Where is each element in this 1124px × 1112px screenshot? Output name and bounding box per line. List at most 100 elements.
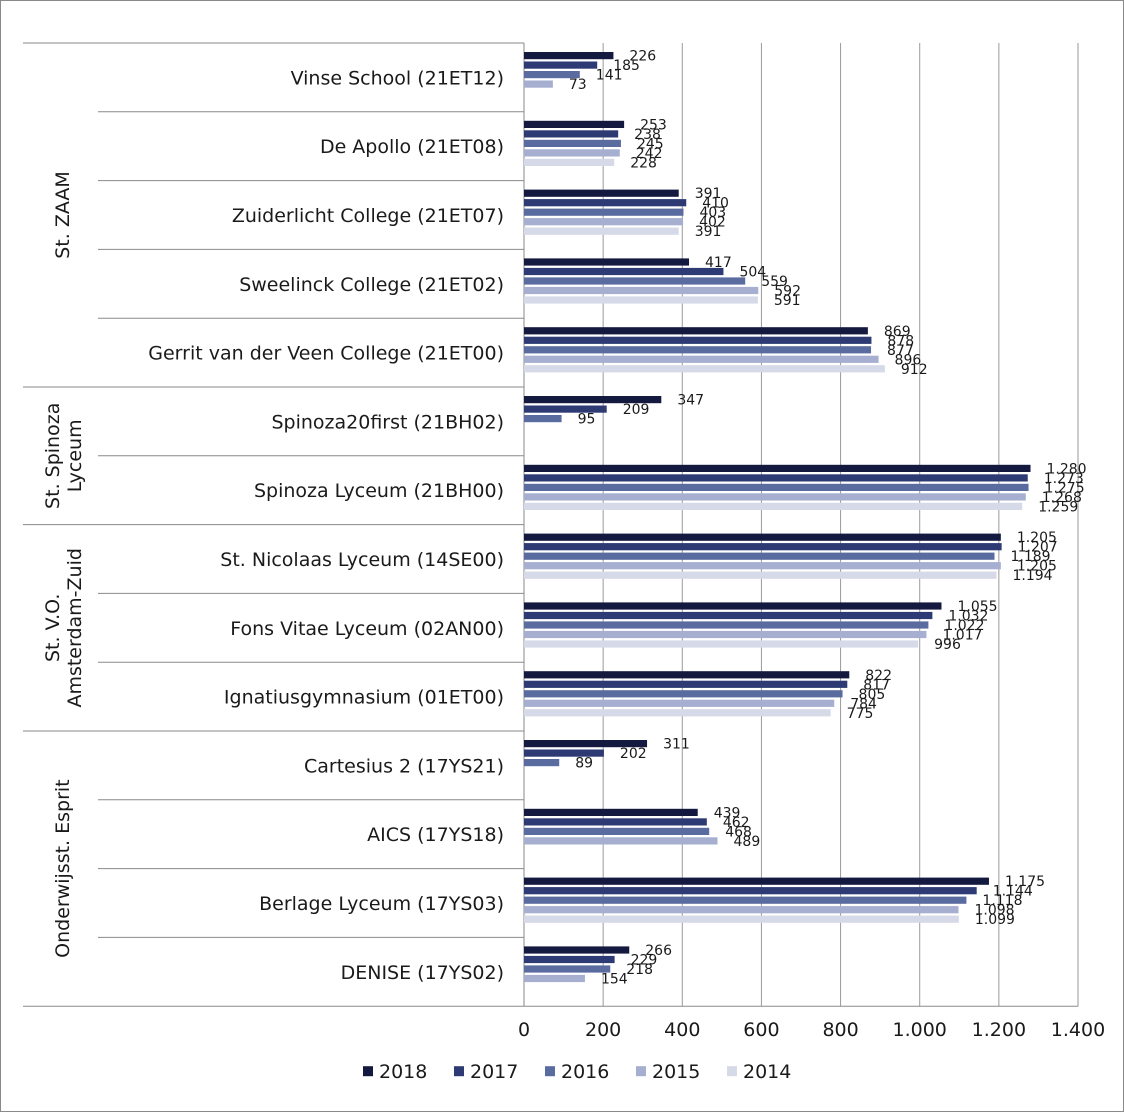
legend: 2018 2017 2016 2015 2014 bbox=[363, 1061, 791, 1083]
bar-2018 bbox=[524, 602, 941, 609]
legend-swatch-2018 bbox=[363, 1066, 373, 1076]
data-label: 1.259 bbox=[1038, 499, 1078, 515]
bar-2015 bbox=[524, 975, 585, 982]
bar-2015 bbox=[524, 562, 1001, 569]
bar-2014 bbox=[524, 640, 918, 647]
bar-2018 bbox=[524, 534, 1001, 541]
bar-2015 bbox=[524, 631, 926, 638]
category-labels: Vinse School (21ET12) De Apollo (21ET08) Z… bbox=[148, 67, 504, 983]
bar-2018 bbox=[524, 671, 849, 678]
x-tick-label: 1.000 bbox=[893, 1019, 947, 1041]
bar-2016 bbox=[524, 759, 559, 766]
legend-swatch-2014 bbox=[727, 1066, 737, 1076]
bar-2018 bbox=[524, 465, 1031, 472]
category-label: Spinoza Lyceum (21BH00) bbox=[254, 480, 504, 502]
bar-2017 bbox=[524, 818, 707, 825]
bar-2015 bbox=[524, 356, 879, 363]
bar-2018 bbox=[524, 52, 613, 59]
data-label: 202 bbox=[620, 746, 647, 762]
gridlines bbox=[603, 43, 1078, 1006]
category-label: Fons Vitae Lyceum (02AN00) bbox=[230, 618, 504, 640]
group-label-line: St. Spinoza bbox=[42, 403, 64, 509]
x-tick-label: 1.200 bbox=[972, 1019, 1026, 1041]
data-label: 775 bbox=[847, 706, 874, 722]
bar-2015 bbox=[524, 81, 553, 88]
group-label-st-v-o-amsterdam-zuid: St. V.O.Amsterdam-Zuid bbox=[42, 548, 86, 708]
bar-2014 bbox=[524, 296, 758, 303]
bar-2016 bbox=[524, 621, 928, 628]
bar-2015 bbox=[524, 149, 620, 156]
bar-2017 bbox=[524, 474, 1028, 481]
data-label: 154 bbox=[601, 972, 628, 988]
data-label: 391 bbox=[695, 224, 722, 240]
bar-2017 bbox=[524, 337, 871, 344]
x-tick-label: 200 bbox=[585, 1019, 621, 1041]
bar-2018 bbox=[524, 121, 624, 128]
bar-2016 bbox=[524, 484, 1029, 491]
legend-label: 2014 bbox=[743, 1061, 791, 1083]
data-label: 218 bbox=[626, 962, 653, 978]
group-label-line: Onderwijsst. Esprit bbox=[52, 779, 74, 958]
bar-2017 bbox=[524, 612, 932, 619]
bar-2015 bbox=[524, 906, 958, 913]
bar-2016 bbox=[524, 965, 610, 972]
x-tick-label: 0 bbox=[518, 1019, 530, 1041]
data-label: 591 bbox=[774, 293, 801, 309]
bar-2014 bbox=[524, 365, 885, 372]
bar-2016 bbox=[524, 209, 683, 216]
data-label: 228 bbox=[630, 155, 657, 171]
category-label: DENISE (17YS02) bbox=[341, 962, 504, 984]
bar-2017 bbox=[524, 199, 686, 206]
bar-2016 bbox=[524, 140, 621, 147]
data-label: 141 bbox=[596, 68, 623, 84]
bar-2014 bbox=[524, 503, 1022, 510]
x-tick-labels: 0 200 400 600 800 1.000 1.200 1.400 bbox=[518, 1019, 1105, 1041]
bar-2018 bbox=[524, 190, 679, 197]
data-label: 89 bbox=[575, 756, 593, 772]
bar-2017 bbox=[524, 887, 977, 894]
bar-2017 bbox=[524, 62, 597, 69]
legend-label: 2016 bbox=[561, 1061, 609, 1083]
group-labels: St. ZAAM St. SpinozaLyceum St. V.O.Amsterd… bbox=[42, 171, 86, 958]
x-tick-label: 600 bbox=[743, 1019, 779, 1041]
data-label: 209 bbox=[623, 402, 650, 418]
bar-2016 bbox=[524, 897, 966, 904]
data-label: 311 bbox=[663, 737, 690, 753]
bars bbox=[524, 52, 1031, 982]
bar-2015 bbox=[524, 287, 758, 294]
bar-2017 bbox=[524, 956, 615, 963]
category-label: Sweelinck College (21ET02) bbox=[239, 274, 504, 296]
bar-2017 bbox=[524, 543, 1002, 550]
x-tick-label: 800 bbox=[822, 1019, 858, 1041]
category-label: Gerrit van der Veen College (21ET00) bbox=[148, 343, 504, 365]
group-label-st-spinoza-lyceum: St. SpinozaLyceum bbox=[42, 403, 86, 509]
data-label: 95 bbox=[578, 412, 596, 428]
category-label: Cartesius 2 (17YS21) bbox=[304, 755, 504, 777]
category-label: Vinse School (21ET12) bbox=[291, 67, 504, 89]
category-label: St. Nicolaas Lyceum (14SE00) bbox=[220, 549, 504, 571]
category-label: De Apollo (21ET08) bbox=[320, 136, 504, 158]
category-label: Zuiderlicht College (21ET07) bbox=[232, 205, 504, 227]
group-label-st-zaam: St. ZAAM bbox=[52, 171, 74, 259]
group-label-line: St. V.O. bbox=[42, 594, 64, 662]
x-tick-label: 1.400 bbox=[1051, 1019, 1105, 1041]
bar-2015 bbox=[524, 218, 683, 225]
bar-2016 bbox=[524, 277, 745, 284]
bar-2015 bbox=[524, 493, 1026, 500]
group-label-line: St. ZAAM bbox=[52, 171, 74, 259]
group-label-onderwijsst-esprit: Onderwijsst. Esprit bbox=[52, 779, 74, 958]
bar-2018 bbox=[524, 946, 629, 953]
data-label: 1.099 bbox=[975, 912, 1015, 928]
bar-2016 bbox=[524, 828, 709, 835]
bar-2016 bbox=[524, 690, 843, 697]
category-label: AICS (17YS18) bbox=[367, 824, 504, 846]
bar-2018 bbox=[524, 809, 698, 816]
x-tick-label: 400 bbox=[664, 1019, 700, 1041]
data-label: 73 bbox=[569, 77, 587, 93]
bar-2016 bbox=[524, 553, 995, 560]
bar-2018 bbox=[524, 258, 689, 265]
data-label: 1.194 bbox=[1012, 568, 1052, 584]
data-label: 489 bbox=[734, 834, 761, 850]
